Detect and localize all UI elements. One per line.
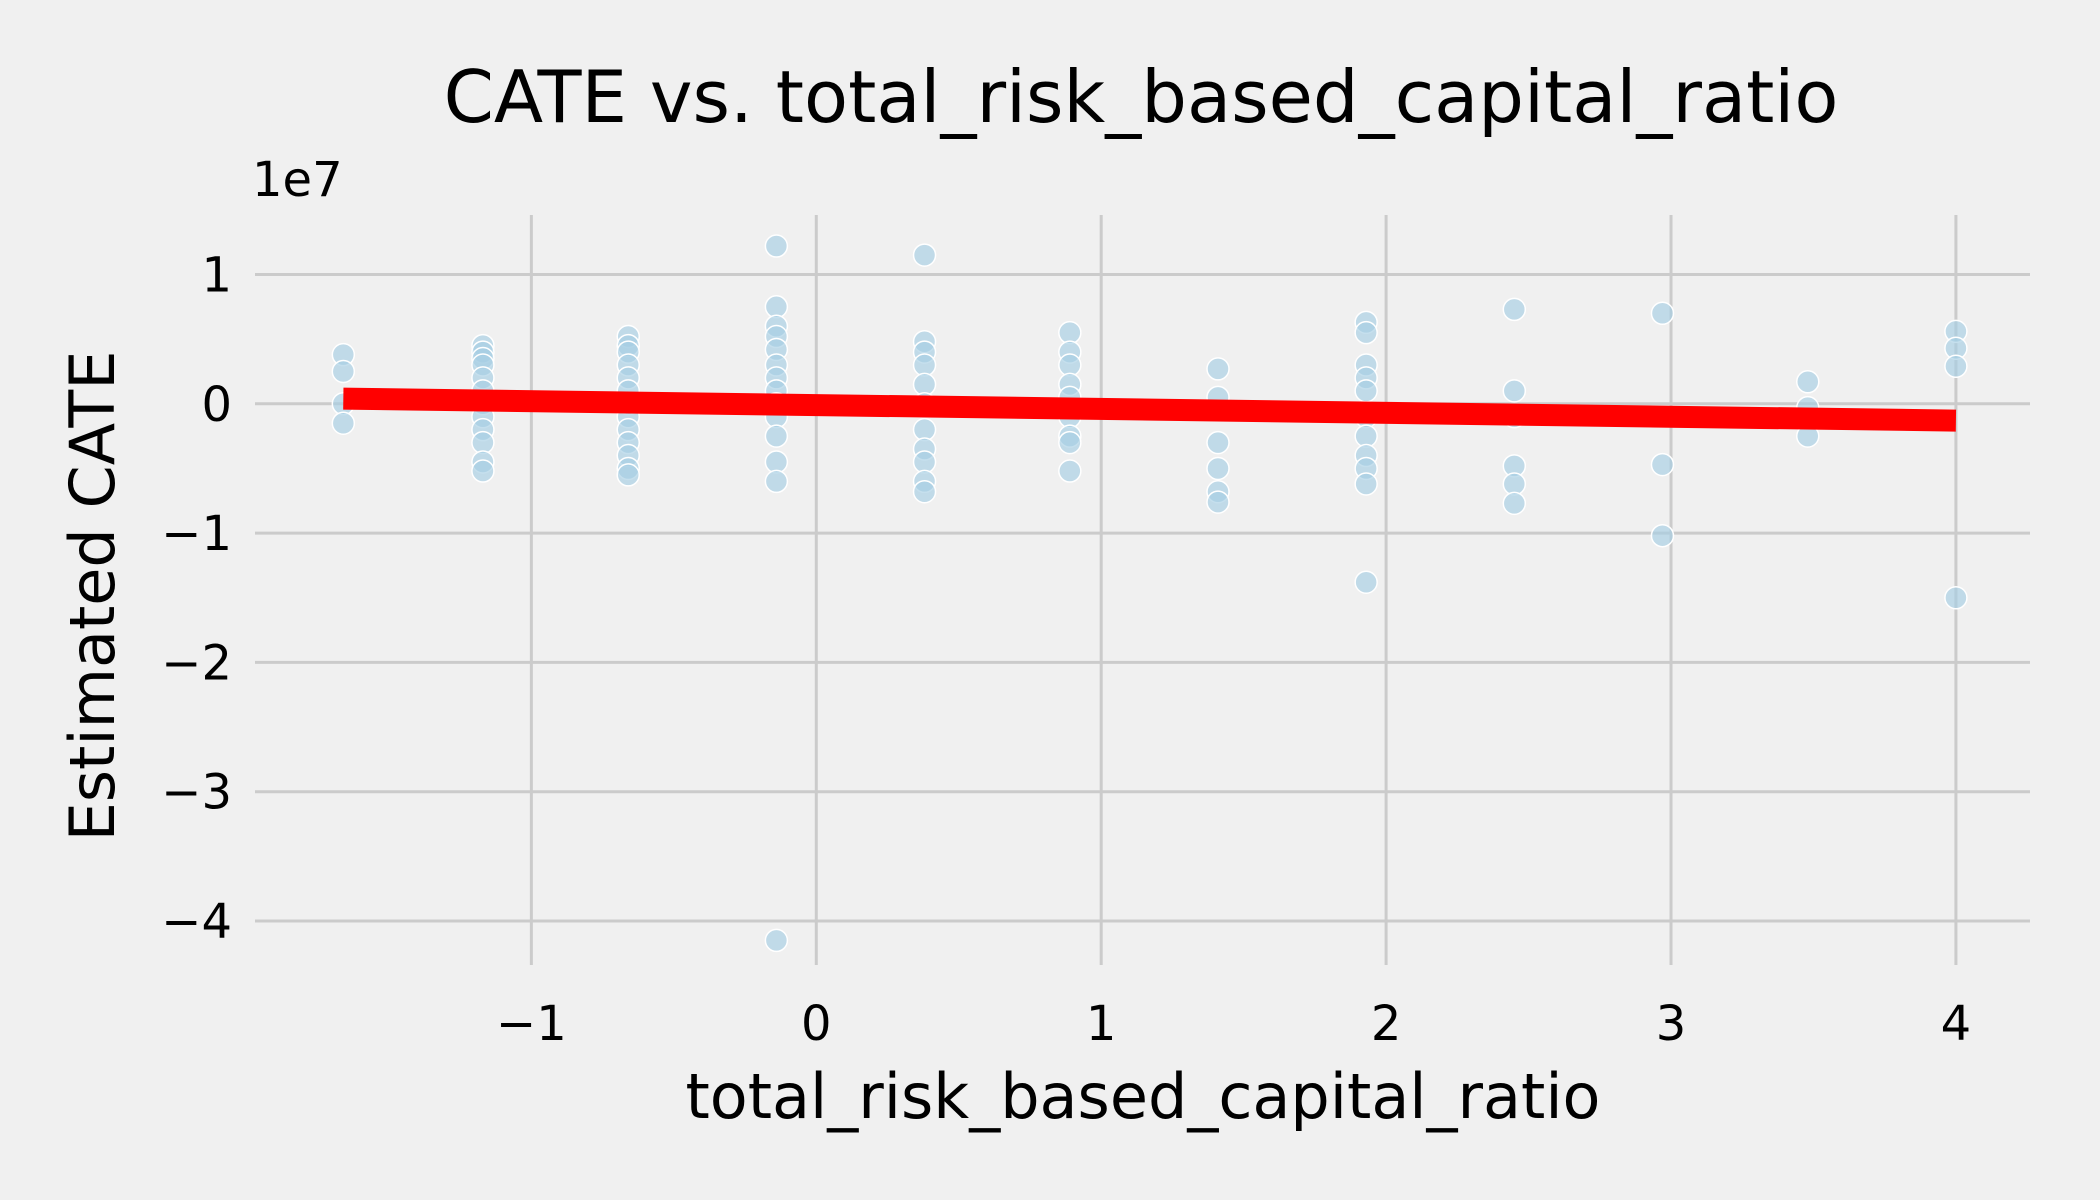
y-tick-label: −2	[161, 635, 232, 691]
y-tick-labels: 1 0 −1 −2 −3 −4	[161, 247, 232, 950]
x-tick-label: 0	[801, 996, 832, 1052]
scatter-point	[1650, 452, 1675, 477]
scatter-point	[1058, 430, 1082, 455]
x-axis-label: total_risk_based_capital_ratio	[686, 1060, 1601, 1133]
scatter-point	[1206, 430, 1230, 455]
x-tick-label: 1	[1086, 996, 1117, 1052]
scatter-point	[1354, 320, 1378, 345]
y-tick-label: −3	[161, 765, 232, 821]
scatter-point	[1502, 297, 1527, 322]
scatter-point	[1354, 570, 1378, 594]
x-tick-label: 3	[1656, 996, 1687, 1052]
scatter-point	[1354, 379, 1378, 403]
y-tick-label: −1	[161, 506, 232, 562]
y-tick-label: 0	[201, 377, 232, 433]
scatter-point	[764, 424, 789, 448]
scatter-point	[616, 463, 640, 487]
x-tick-label: 2	[1371, 996, 1402, 1052]
scatter-point	[331, 411, 356, 435]
chart-title: CATE vs. total_risk_based_capital_ratio	[444, 55, 1839, 139]
scatter-point	[1796, 370, 1820, 394]
y-tick-label: 1	[201, 247, 232, 303]
scatter-point	[1650, 301, 1675, 326]
scatter-point	[1650, 523, 1675, 548]
scatter-point	[764, 928, 789, 953]
y-axis-label: Estimated CATE	[56, 351, 129, 842]
trend-line-group	[343, 387, 1957, 432]
x-tick-label: 4	[1941, 996, 1972, 1052]
trend-line	[343, 387, 1957, 432]
scatter-point	[471, 459, 495, 483]
y-offset-label: 1e7	[252, 152, 343, 208]
scatter-point	[912, 243, 937, 267]
y-tick-label: −4	[161, 894, 232, 950]
scatter-point	[1944, 586, 1968, 610]
scatter-point	[764, 469, 789, 494]
scatter-point	[764, 234, 789, 258]
scatter-point	[1206, 456, 1230, 481]
scatter-point	[331, 359, 356, 384]
scatter-point	[1502, 491, 1527, 516]
scatter-point	[1354, 472, 1378, 496]
scatter-point	[1206, 357, 1230, 381]
scatter-point	[912, 479, 937, 504]
x-tick-labels: −1 0 1 2 3 4	[496, 996, 1971, 1052]
x-tick-label: −1	[496, 996, 567, 1052]
scatter-point	[1058, 459, 1082, 483]
scatter-point	[1502, 379, 1527, 403]
scatter-point	[1206, 490, 1230, 514]
scatter-points	[331, 234, 1968, 953]
scatter-point	[1944, 354, 1968, 379]
